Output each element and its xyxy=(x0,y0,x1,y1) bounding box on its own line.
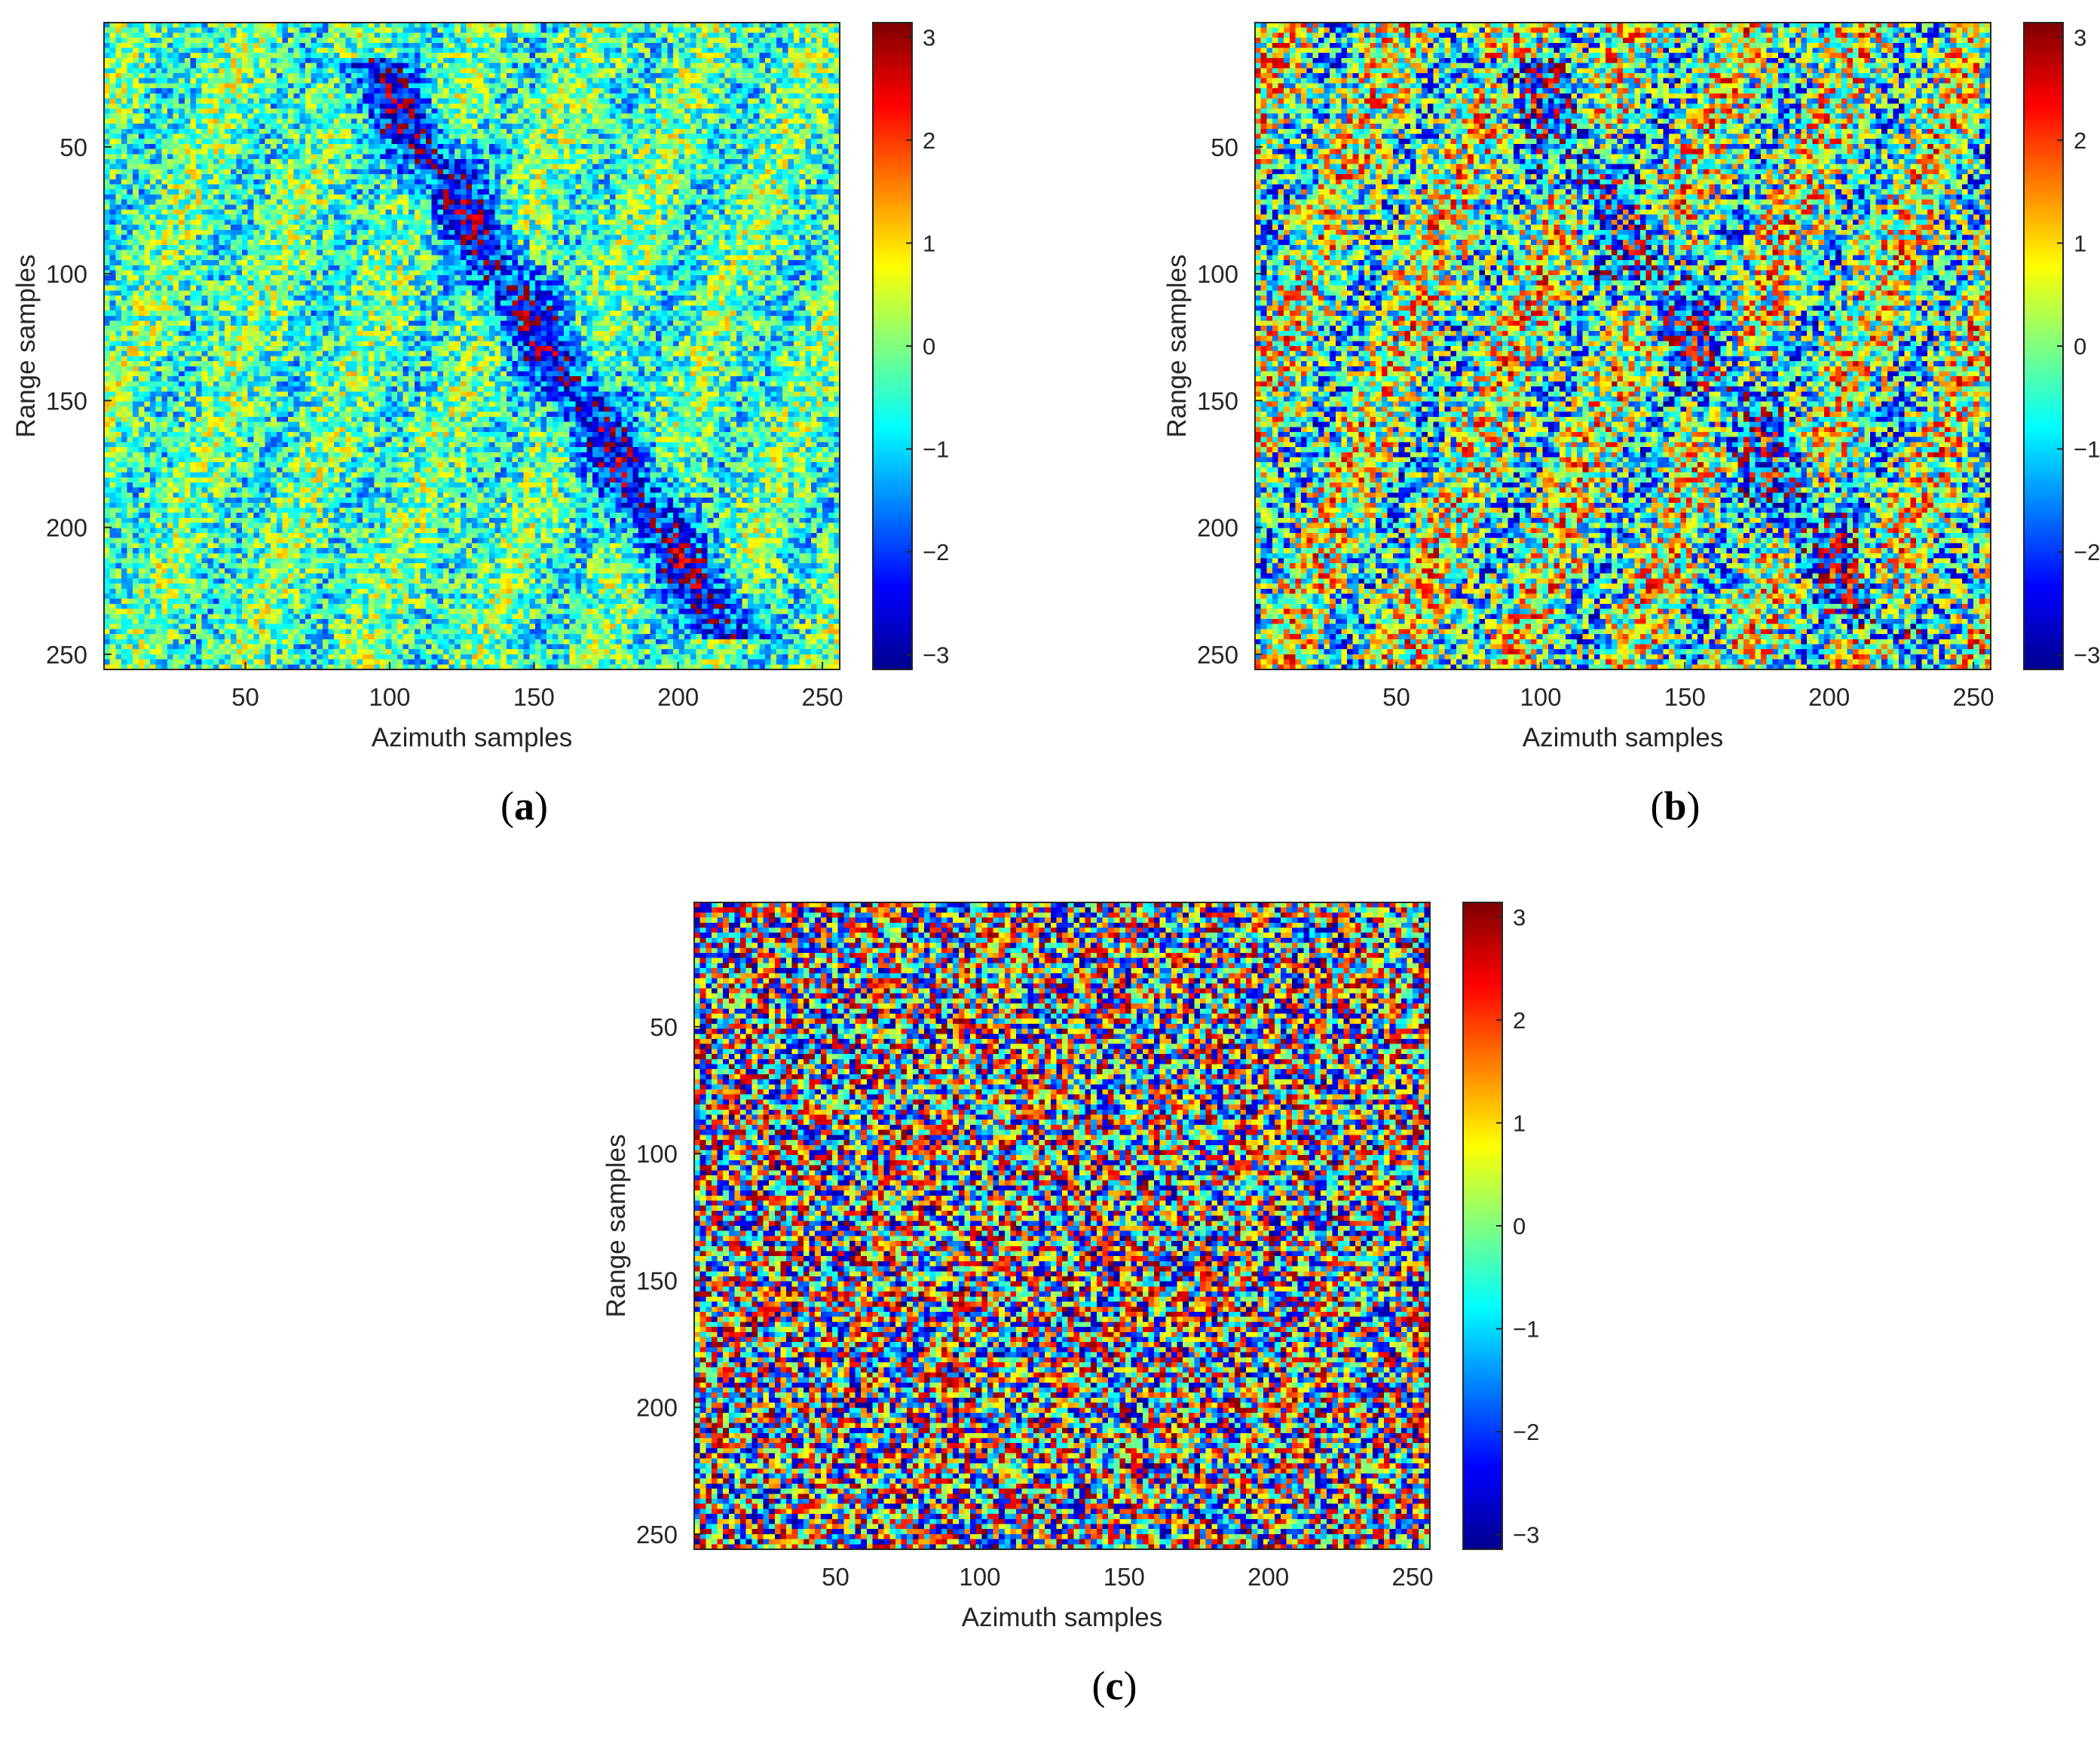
colorbar-tick-label: 0 xyxy=(2074,333,2086,360)
colorbar-tick-label: 2 xyxy=(923,127,935,154)
colorbar-tick-label: 2 xyxy=(1513,1007,1526,1034)
plot-frame xyxy=(693,902,1431,1550)
heatmap-chart-c: 50 100 150 200 250 50 100 150 200 250 Azimuth samp… xyxy=(602,902,1539,1632)
colorbar-tick-label: 1 xyxy=(2074,230,2086,256)
colorbar-tick-label: 3 xyxy=(923,24,935,51)
x-tick-label: 100 xyxy=(1520,683,1561,711)
plot-frame xyxy=(1254,22,1991,670)
y-tick-label: 200 xyxy=(46,514,87,542)
x-tick-label: 150 xyxy=(1664,683,1706,711)
colorbar-tick-label: −2 xyxy=(1513,1419,1539,1445)
heatmap-chart-a: 50 100 150 200 250 50 100 150 200 250 Azimuth samp… xyxy=(11,22,949,752)
x-tick-label: 50 xyxy=(231,683,259,711)
colorbar xyxy=(873,23,912,669)
y-tick-label: 50 xyxy=(60,133,87,161)
colorbar xyxy=(1463,902,1502,1549)
y-tick-label: 150 xyxy=(1197,387,1238,415)
y-tick-label: 50 xyxy=(650,1013,678,1041)
heatmap-chart-b: 50 100 150 200 250 50 100 150 200 250 Azimuth samp… xyxy=(1162,22,2100,752)
heatmap-image xyxy=(694,902,1430,1549)
colorbar xyxy=(2024,23,2063,669)
figure-panel-b: 50 100 150 200 250 50 100 150 200 250 Azimuth samp… xyxy=(1151,0,2100,857)
x-tick-label: 150 xyxy=(1104,1563,1145,1591)
colorbar-tick-label: −2 xyxy=(923,539,949,565)
y-tick-label: 250 xyxy=(1197,641,1238,669)
x-tick-label: 200 xyxy=(1247,1563,1289,1591)
x-axis-label: Azimuth samples xyxy=(962,1603,1162,1632)
x-tick-label: 250 xyxy=(1953,683,1994,711)
y-axis-label: Range samples xyxy=(1162,254,1192,437)
colorbar-tick-label: 2 xyxy=(2074,127,2086,154)
heatmap-image xyxy=(1255,23,1991,669)
colorbar-tick-label: 0 xyxy=(1513,1213,1526,1239)
x-tick-label: 50 xyxy=(822,1563,849,1591)
y-tick-label: 250 xyxy=(46,641,87,669)
x-tick-label: 250 xyxy=(802,683,843,711)
colorbar-tick-label: −3 xyxy=(2074,642,2100,669)
y-axis-label: Range samples xyxy=(11,254,41,437)
y-tick-label: 200 xyxy=(636,1394,678,1422)
colorbar-tick-label: 1 xyxy=(923,230,935,256)
y-tick-label: 100 xyxy=(46,260,87,288)
x-tick-label: 200 xyxy=(1808,683,1850,711)
y-tick-label: 150 xyxy=(46,387,87,415)
colorbar-tick-label: 1 xyxy=(1513,1110,1526,1136)
x-tick-label: 50 xyxy=(1382,683,1410,711)
x-tick-label: 250 xyxy=(1392,1563,1434,1591)
x-axis-label: Azimuth samples xyxy=(1523,723,1723,752)
colorbar-tick-label: −3 xyxy=(923,642,949,669)
figure-panel-c: 50 100 150 200 250 50 100 150 200 250 Azimuth samp… xyxy=(590,880,1639,1737)
colorbar-tick-label: −1 xyxy=(923,437,949,463)
x-tick-label: 100 xyxy=(369,683,410,711)
y-axis-label: Range samples xyxy=(602,1134,631,1317)
x-axis-label: Azimuth samples xyxy=(372,723,572,752)
figure-panel-a: 50 100 150 200 250 50 100 150 200 250 Azimuth samp… xyxy=(0,0,1048,857)
y-tick-label: 100 xyxy=(1197,260,1238,288)
colorbar-tick-label: 0 xyxy=(923,333,935,360)
panel-label-c: (c) xyxy=(1091,1663,1137,1708)
y-tick-label: 50 xyxy=(1211,133,1238,161)
panel-label-b: (b) xyxy=(1650,783,1701,829)
colorbar-tick-label: 3 xyxy=(1513,904,1526,930)
plot-frame xyxy=(103,22,840,670)
colorbar-tick-label: 3 xyxy=(2074,24,2086,51)
y-tick-label: 250 xyxy=(636,1521,678,1549)
y-tick-label: 150 xyxy=(636,1267,678,1294)
x-tick-label: 200 xyxy=(657,683,699,711)
panel-label-a: (a) xyxy=(501,783,548,829)
y-tick-label: 100 xyxy=(636,1140,678,1168)
heatmap-image xyxy=(104,23,840,669)
x-tick-label: 100 xyxy=(959,1563,1000,1591)
x-tick-label: 150 xyxy=(513,683,555,711)
colorbar-tick-label: −1 xyxy=(2074,437,2100,463)
colorbar-tick-label: −2 xyxy=(2074,539,2100,565)
y-tick-label: 200 xyxy=(1197,514,1238,542)
colorbar-tick-label: −3 xyxy=(1513,1522,1539,1549)
colorbar-tick-label: −1 xyxy=(1513,1316,1539,1343)
